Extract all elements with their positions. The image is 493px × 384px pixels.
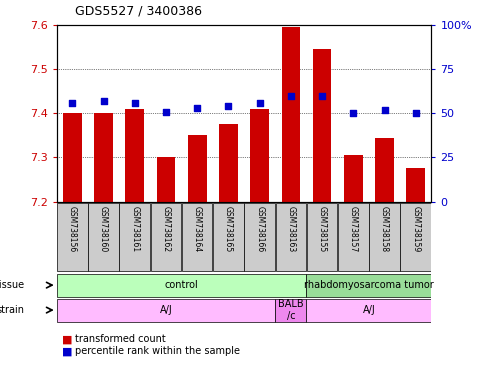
Bar	[276, 203, 306, 271]
Bar	[125, 109, 144, 202]
Text: GSM738159: GSM738159	[411, 206, 420, 252]
Text: control: control	[165, 280, 199, 290]
Bar	[282, 27, 300, 202]
Point	[350, 110, 357, 116]
Bar	[406, 169, 425, 202]
Point	[381, 107, 388, 113]
Text: strain: strain	[0, 305, 25, 315]
Text: ■: ■	[62, 346, 72, 356]
Text: BALB
/c: BALB /c	[278, 299, 304, 321]
Text: GSM738165: GSM738165	[224, 206, 233, 252]
Point	[131, 99, 139, 106]
Text: tissue: tissue	[0, 280, 25, 290]
Bar	[182, 203, 212, 271]
Bar	[151, 203, 181, 271]
Bar	[307, 274, 431, 296]
Point	[193, 105, 201, 111]
Bar	[400, 203, 431, 271]
Point	[287, 93, 295, 99]
Bar	[57, 203, 88, 271]
Text: GSM738166: GSM738166	[255, 206, 264, 252]
Bar	[119, 203, 150, 271]
Text: GSM738155: GSM738155	[317, 206, 326, 252]
Text: GSM738157: GSM738157	[349, 206, 358, 252]
Bar	[213, 203, 244, 271]
Text: ■: ■	[62, 334, 72, 344]
Text: GSM738164: GSM738164	[193, 206, 202, 252]
Point	[256, 99, 264, 106]
Point	[100, 98, 107, 104]
Text: GSM738162: GSM738162	[162, 206, 171, 252]
Bar	[57, 299, 275, 321]
Bar	[219, 124, 238, 202]
Text: GSM738156: GSM738156	[68, 206, 77, 252]
Bar	[157, 157, 176, 202]
Bar	[88, 203, 119, 271]
Bar	[245, 203, 275, 271]
Bar	[369, 203, 400, 271]
Bar	[313, 49, 331, 202]
Bar	[250, 109, 269, 202]
Point	[69, 99, 76, 106]
Text: GDS5527 / 3400386: GDS5527 / 3400386	[75, 5, 203, 18]
Bar	[63, 113, 82, 202]
Point	[412, 110, 420, 116]
Bar	[94, 113, 113, 202]
Bar	[307, 299, 431, 321]
Text: transformed count: transformed count	[75, 334, 166, 344]
Text: percentile rank within the sample: percentile rank within the sample	[75, 346, 241, 356]
Bar	[344, 155, 363, 202]
Bar	[307, 203, 337, 271]
Bar	[188, 135, 207, 202]
Point	[224, 103, 232, 109]
Bar	[338, 203, 369, 271]
Point	[162, 108, 170, 114]
Text: A/J: A/J	[362, 305, 375, 315]
Bar	[275, 299, 307, 321]
Text: rhabdomyosarcoma tumor: rhabdomyosarcoma tumor	[304, 280, 434, 290]
Text: A/J: A/J	[160, 305, 173, 315]
Text: GSM738160: GSM738160	[99, 206, 108, 252]
Bar	[57, 274, 307, 296]
Bar	[375, 137, 394, 202]
Text: GSM738161: GSM738161	[130, 206, 139, 252]
Text: GSM738163: GSM738163	[286, 206, 295, 252]
Point	[318, 93, 326, 99]
Text: GSM738158: GSM738158	[380, 206, 389, 252]
